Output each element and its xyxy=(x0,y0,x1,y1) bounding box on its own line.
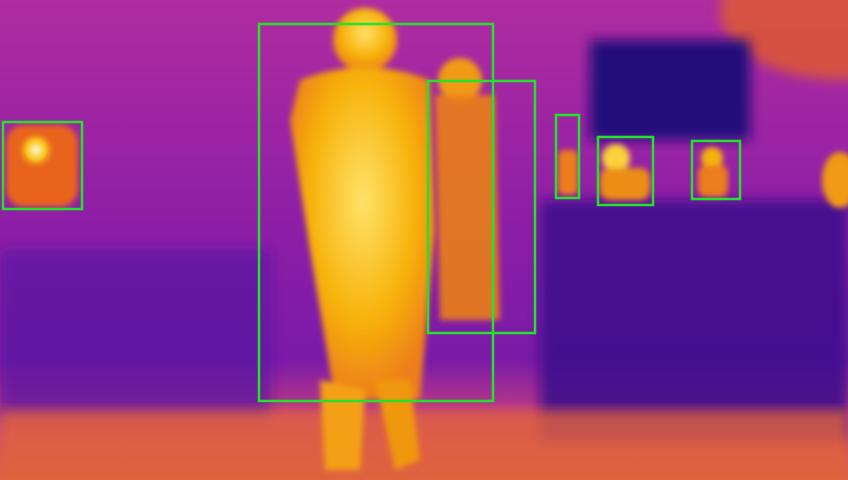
warm-object-edge xyxy=(822,152,848,208)
person-main xyxy=(290,8,435,470)
detection-box-4 xyxy=(554,113,581,200)
person-thin-body xyxy=(558,150,578,195)
dark-region-left xyxy=(0,250,270,420)
warm-corner xyxy=(720,0,848,80)
detection-boxes xyxy=(1,22,742,403)
person-second xyxy=(435,58,500,320)
detection-box-2 xyxy=(257,22,495,403)
detection-box-6 xyxy=(690,139,742,201)
warm-floor xyxy=(0,410,848,480)
person-right xyxy=(698,147,728,197)
person-left-head xyxy=(16,130,56,170)
dark-region xyxy=(540,200,848,440)
person-seated xyxy=(600,144,650,200)
detection-box-1 xyxy=(1,120,84,211)
detection-box-3 xyxy=(426,79,537,335)
detection-box-5 xyxy=(596,135,655,207)
dark-window xyxy=(590,40,750,140)
